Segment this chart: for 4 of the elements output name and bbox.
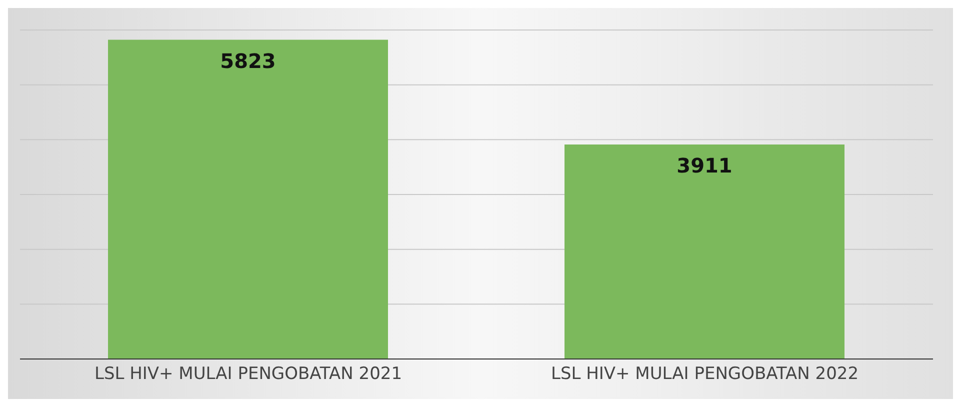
x-tick-label: LSL HIV+ MULAI PENGOBATAN 2021 [94,364,402,384]
data-label: 5823 [220,48,276,73]
data-label: 3911 [676,154,732,178]
x-tick-label: LSL HIV+ MULAI PENGOBATAN 2022 [550,364,859,384]
